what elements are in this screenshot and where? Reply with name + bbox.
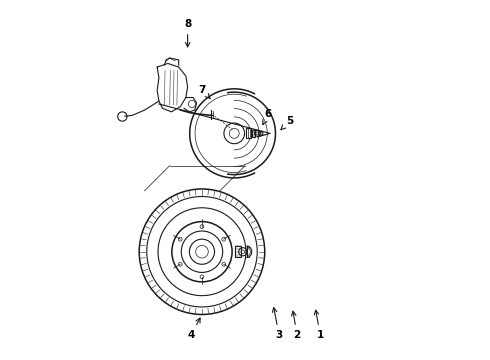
Text: 1: 1	[314, 310, 324, 340]
Text: 6: 6	[263, 109, 272, 125]
Text: 2: 2	[292, 311, 301, 340]
Text: 8: 8	[184, 19, 191, 47]
Bar	[246, 129, 251, 138]
Bar	[251, 130, 255, 137]
Text: 3: 3	[272, 308, 283, 340]
Text: 7: 7	[198, 85, 210, 99]
Text: 5: 5	[281, 116, 294, 130]
Bar	[235, 246, 241, 257]
Text: 4: 4	[188, 318, 200, 340]
